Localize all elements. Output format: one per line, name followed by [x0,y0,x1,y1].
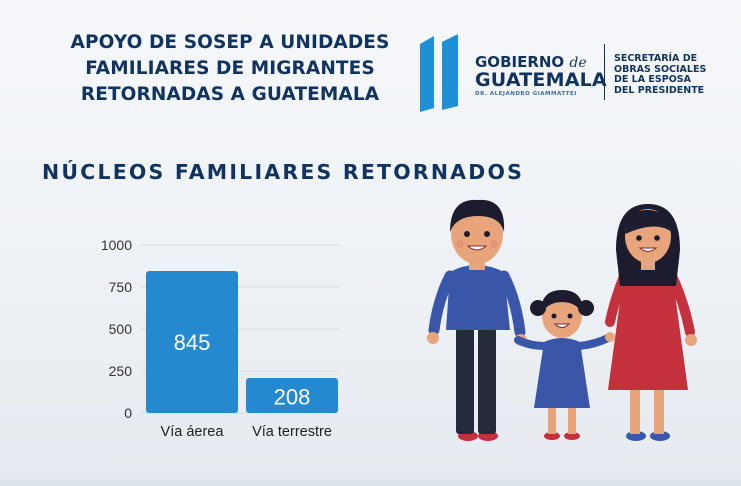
secretaria-line-4: DEL PRESIDENTE [614,84,705,96]
bar-value-label: 845 [174,330,211,355]
secretaria-wordmark: SECRETARÍA DE OBRAS SOCIALES DE LA ESPOS… [614,53,707,96]
gobierno-wordmark: GOBIERNO de GUATEMALA DR. ALEJANDRO GIAM… [475,54,607,98]
secretaria-line-2: OBRAS SOCIALES [614,63,707,75]
y-tick-label: 250 [109,363,133,379]
header-title: APOYO DE SOSEP A UNIDADES FAMILIARES DE … [50,30,410,108]
president-label: DR. ALEJANDRO GIAMMATTEI [475,91,577,97]
bottom-decoration [0,480,741,486]
guatemala-label: GUATEMALA [475,69,607,91]
category-label: Vía terrestre [252,424,332,440]
header-title-line-2: FAMILIARES DE MIGRANTES [85,58,375,79]
bar-1 [146,271,238,413]
gobierno-label: GOBIERNO [475,53,565,71]
y-tick-label: 500 [109,321,133,337]
y-tick-label: 1000 [101,237,132,253]
bar-chart: 0 250 500 750 1000 845 208 Vía áerea Vía terre… [101,237,340,440]
family-illustration-icon [427,199,697,441]
secretaria-line-1: SECRETARÍA DE [614,53,698,64]
logo-divider [604,44,605,100]
header-title-line-1: APOYO DE SOSEP A UNIDADES [70,32,390,53]
mother-figure-icon [605,204,697,441]
child-figure-icon [514,290,615,440]
bar-2 [246,378,338,413]
bar-value-label: 208 [274,385,311,410]
de-label: de [569,55,587,71]
secretaria-line-3: DE LA ESPOSA [614,74,691,85]
header-title-line-3: RETORNADAS A GUATEMALA [80,84,380,105]
y-tick-label: 750 [109,279,133,295]
gobierno-logo-icon [420,34,458,112]
section-title: NÚCLEOS FAMILIARES RETORNADOS [42,160,525,184]
category-label: Vía áerea [161,424,225,440]
father-figure-icon [427,199,527,441]
y-tick-label: 0 [124,405,132,421]
